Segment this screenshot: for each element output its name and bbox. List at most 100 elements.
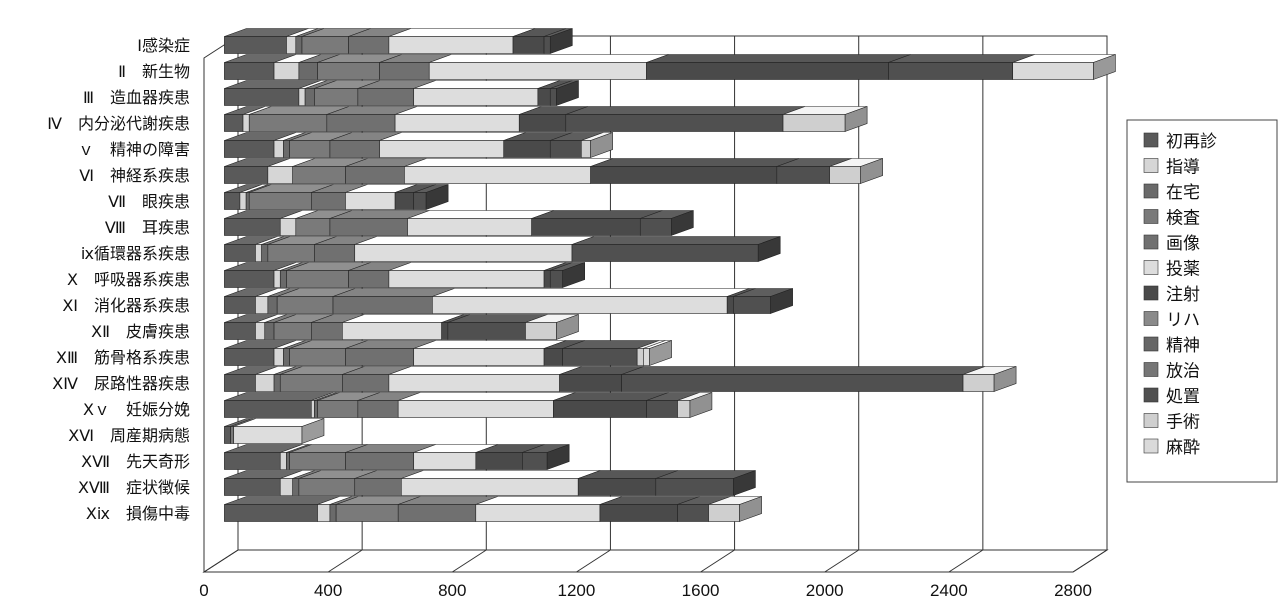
bar-segment: [301, 28, 371, 54]
bar-front: [317, 400, 359, 418]
bar-front: [261, 244, 269, 262]
legend-label: リハ: [1166, 311, 1200, 331]
legend-swatch: [1143, 387, 1159, 403]
legend-swatch: [1143, 413, 1159, 428]
bar-segment: [590, 158, 799, 184]
bar-segment: [345, 444, 436, 470]
category-label: ⅩⅦ 先天奇形: [81, 452, 190, 471]
legend-swatch: [1143, 234, 1159, 250]
category-label: ⅩⅣ 尿路性器疾患: [52, 374, 190, 393]
x-axis-ticks: 0 400 800 1200 1600 2000 2400 2800: [199, 581, 1092, 600]
bar-front: [224, 140, 275, 158]
bar-front: [255, 244, 262, 262]
bar-top: [565, 106, 806, 115]
bar-end-face: [556, 314, 579, 340]
bar-segment: [413, 444, 498, 470]
bar-front: [286, 452, 290, 470]
bar-front: [279, 452, 287, 470]
bar-front: [522, 452, 548, 470]
bar-front: [776, 166, 830, 184]
bar-front: [224, 504, 318, 522]
bar-front: [286, 270, 349, 288]
category-label: ⅩⅡ 皮膚疾患: [91, 322, 190, 341]
bar-segment: [354, 236, 595, 262]
bar-front: [441, 322, 449, 340]
bar-segment: [549, 262, 585, 288]
bar-front: [329, 504, 337, 522]
bar-top: [531, 210, 663, 219]
bar-front: [394, 192, 415, 210]
bar-front: [224, 348, 275, 366]
bar-front: [298, 62, 318, 80]
bars: [224, 28, 1116, 522]
bar-segment: [276, 288, 356, 314]
bar-front: [413, 348, 545, 366]
bar-segment: [621, 366, 986, 392]
bar-top: [646, 54, 911, 63]
floor-gridline: [948, 549, 984, 573]
bar-front: [342, 374, 390, 392]
bar-top: [432, 288, 750, 297]
category-label: ⅸ循環器系疾患: [81, 244, 190, 263]
bar-end-face: [770, 288, 793, 314]
bar-front: [283, 140, 290, 158]
bar-segment: [317, 54, 402, 80]
bar-segment: [292, 158, 368, 184]
bar-segment: [428, 54, 669, 80]
category-label: Ⅹｖ 妊娠分娩: [83, 400, 190, 419]
bar-front: [549, 140, 582, 158]
bar-segment: [401, 470, 601, 496]
bar-segment: [329, 210, 430, 236]
legend-label: 画像: [1166, 234, 1200, 254]
category-label: Ⅳ 内分泌代謝疾患: [47, 114, 190, 133]
bar-front: [224, 218, 281, 236]
bar-top: [571, 236, 781, 245]
bar-segment: [553, 392, 669, 418]
bar-segment: [577, 470, 678, 496]
bar-front: [317, 62, 380, 80]
bar-front: [267, 166, 293, 184]
bar-segment: [379, 54, 452, 80]
bar-front: [255, 296, 269, 314]
bar-front: [565, 114, 784, 132]
category-label: Ⅰ感染症: [137, 36, 190, 55]
bar-segment: [345, 340, 436, 366]
bar-front: [224, 166, 269, 184]
category-label: ⅩⅥ 周産期病態: [68, 426, 190, 445]
legend-swatch: [1143, 438, 1159, 454]
bar-front: [224, 192, 241, 210]
legend-swatch: [1143, 260, 1159, 275]
bar-segment: [289, 444, 368, 470]
bar-front: [224, 62, 275, 80]
bar-segment: [571, 236, 781, 262]
legend-swatch: [1143, 285, 1159, 301]
bar-front: [332, 296, 433, 314]
bar-segment: [522, 444, 570, 470]
bar-segment: [388, 366, 582, 392]
bar-front: [298, 478, 356, 496]
bar-front: [590, 166, 778, 184]
bar-front: [1012, 62, 1094, 80]
bar-front: [279, 270, 287, 288]
legend-label: 精神: [1166, 336, 1200, 356]
bar-front: [646, 62, 889, 80]
bar-top: [379, 132, 526, 141]
floor-gridline: [1072, 549, 1108, 573]
bar-segment: [379, 132, 526, 158]
bar-front: [636, 348, 644, 366]
bar-segment: [289, 132, 353, 158]
bar-segment: [888, 54, 1035, 80]
x-tick-label: 1600: [682, 581, 720, 600]
bar-front: [224, 426, 231, 444]
bar-top: [388, 262, 567, 271]
floor-gridline: [452, 549, 487, 573]
bar-front: [404, 166, 591, 184]
legend-label: 在宅: [1166, 183, 1200, 203]
x-tick-label: 1200: [558, 581, 596, 600]
category-label: Ⅱ 新生物: [118, 62, 190, 81]
bar-segment: [525, 314, 579, 340]
bar-top: [407, 210, 554, 219]
legend-label: 初再診: [1166, 132, 1217, 152]
bar-front: [326, 114, 396, 132]
